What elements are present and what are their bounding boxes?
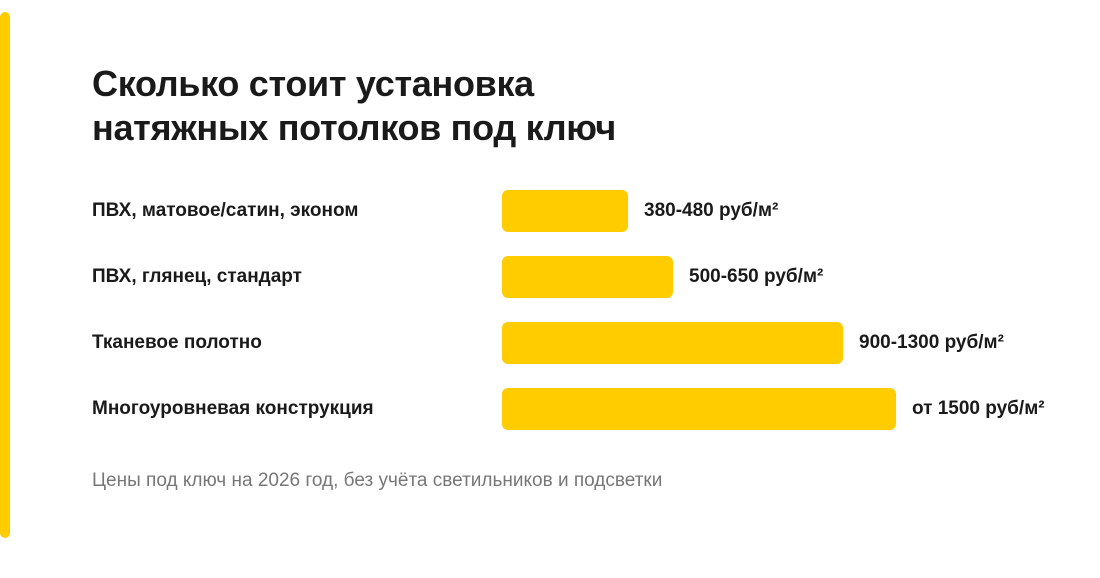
price-value-label: 500-650 руб/м² [689, 266, 824, 287]
footnote: Цены под ключ на 2026 год, без учёта све… [92, 470, 663, 491]
accent-line [0, 12, 10, 538]
price-value-label: от 1500 руб/м² [912, 398, 1045, 419]
category-label: ПВХ, матовое/сатин, эконом [92, 200, 359, 221]
title-line-1: Сколько стоит установка [92, 63, 534, 104]
category-label: ПВХ, глянец, стандарт [92, 266, 302, 287]
price-bar [502, 190, 628, 232]
title-line-2: натяжных потолков под ключ [92, 107, 616, 148]
price-bar [502, 322, 843, 364]
category-label: Многоуровневая конструкция [92, 398, 374, 419]
page-title: Сколько стоит установка натяжных потолко… [92, 62, 792, 150]
price-bar [502, 388, 896, 430]
price-value-label: 900-1300 руб/м² [859, 332, 1004, 353]
price-value-label: 380-480 руб/м² [644, 200, 779, 221]
category-label: Тканевое полотно [92, 332, 262, 353]
price-bar [502, 256, 673, 298]
